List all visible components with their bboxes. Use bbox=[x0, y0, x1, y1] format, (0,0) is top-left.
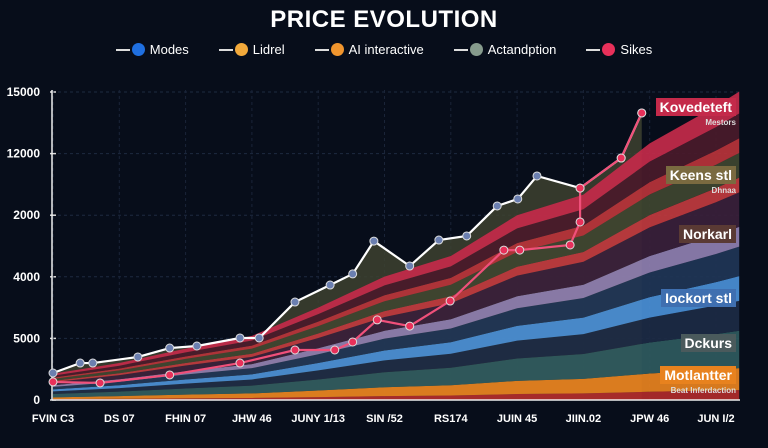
legend-marker bbox=[131, 43, 145, 56]
chart-title: PRICE EVOLUTION bbox=[270, 6, 498, 33]
x-tick-label: SIN /52 bbox=[366, 413, 403, 425]
legend-item: Lidrel bbox=[218, 42, 285, 57]
x-tick-label: JPW 46 bbox=[630, 413, 669, 425]
data-point bbox=[290, 297, 300, 307]
data-point bbox=[348, 269, 358, 279]
data-point bbox=[565, 240, 575, 250]
x-tick-label: RS174 bbox=[434, 413, 469, 425]
annotation-label: Motlantter bbox=[660, 366, 736, 384]
y-tick-label: 15000 bbox=[7, 85, 41, 99]
legend-label: Sikes bbox=[620, 42, 653, 57]
stack-area bbox=[53, 390, 740, 400]
x-tick-label: JUN I/2 bbox=[697, 413, 734, 425]
annotation: Keens stl Dhnaa bbox=[665, 166, 736, 195]
data-point bbox=[515, 245, 525, 255]
legend-item: Actandption bbox=[453, 42, 557, 57]
data-point bbox=[235, 333, 245, 343]
legend-item: Sikes bbox=[586, 42, 652, 57]
data-point bbox=[445, 296, 455, 306]
data-point bbox=[165, 370, 175, 380]
y-tick-label: 0 bbox=[33, 393, 40, 407]
data-point bbox=[532, 171, 542, 181]
x-tick-label: FHIN 07 bbox=[165, 413, 206, 425]
data-point bbox=[499, 245, 509, 255]
legend: Modes Lidrel AI interactive Actandption … bbox=[0, 42, 768, 57]
annotation: Norkarl bbox=[678, 225, 736, 244]
data-point bbox=[575, 183, 585, 193]
annotation: Dckurs bbox=[680, 334, 736, 353]
data-point bbox=[330, 345, 340, 355]
x-tick-label: DS 07 bbox=[104, 413, 135, 425]
data-point bbox=[575, 217, 585, 227]
data-point bbox=[165, 343, 175, 353]
legend-marker bbox=[469, 43, 483, 56]
data-point bbox=[133, 352, 143, 362]
legend-label: Actandption bbox=[487, 42, 557, 57]
legend-marker bbox=[330, 43, 344, 56]
legend-marker bbox=[602, 43, 616, 56]
x-tick-label: JIIN.02 bbox=[566, 413, 601, 425]
data-point bbox=[290, 345, 300, 355]
annotation-label: Norkarl bbox=[678, 225, 736, 243]
data-point bbox=[348, 337, 358, 347]
data-point bbox=[369, 236, 379, 246]
x-tick-label: JUIN 45 bbox=[497, 413, 537, 425]
stack-area bbox=[53, 300, 740, 395]
legend-label: AI interactive bbox=[348, 42, 424, 57]
annotation: Motlantter Beat Inferdaction bbox=[660, 366, 736, 395]
annotation-label: Iockort stl bbox=[661, 289, 736, 307]
data-point bbox=[405, 261, 415, 271]
legend-label: Modes bbox=[149, 42, 189, 57]
annotation: Iockort stl bbox=[661, 289, 736, 308]
stack-area bbox=[53, 368, 740, 400]
y-tick-label: 5000 bbox=[13, 331, 40, 345]
y-tick-label: 4000 bbox=[13, 270, 40, 284]
data-point bbox=[192, 341, 202, 351]
legend-label: Lidrel bbox=[252, 42, 285, 57]
x-tick-label: JHW 46 bbox=[232, 413, 272, 425]
annotation: Kovedeteft Mestors bbox=[655, 98, 736, 127]
data-point bbox=[75, 358, 85, 368]
legend-item: Modes bbox=[115, 42, 189, 57]
data-point bbox=[48, 377, 58, 387]
annotation-sublabel: Dhnaa bbox=[711, 186, 736, 195]
data-point bbox=[325, 280, 335, 290]
data-point bbox=[88, 358, 98, 368]
data-point bbox=[372, 315, 382, 325]
data-point bbox=[405, 321, 415, 331]
data-point bbox=[235, 358, 245, 368]
annotation-label: Keens stl bbox=[665, 166, 736, 184]
annotation-sublabel: Beat Inferdaction bbox=[670, 386, 736, 395]
y-tick-label: 2000 bbox=[13, 208, 40, 222]
data-point bbox=[95, 378, 105, 388]
data-point bbox=[637, 108, 647, 118]
annotation-sublabel: Mestors bbox=[705, 118, 736, 127]
annotation-label: Dckurs bbox=[680, 334, 736, 352]
legend-marker bbox=[234, 43, 248, 56]
annotation-label: Kovedeteft bbox=[655, 98, 736, 116]
data-point bbox=[462, 231, 472, 241]
data-point bbox=[513, 194, 523, 204]
data-point bbox=[254, 333, 264, 343]
data-point bbox=[434, 235, 444, 245]
x-tick-label: JUNY 1/13 bbox=[291, 413, 345, 425]
data-point bbox=[616, 153, 626, 163]
y-tick-label: 12000 bbox=[7, 147, 41, 161]
data-point bbox=[48, 368, 58, 378]
x-tick-label: FVIN C3 bbox=[32, 413, 74, 425]
legend-item: AI interactive bbox=[314, 42, 424, 57]
data-point bbox=[492, 201, 502, 211]
stack-area bbox=[53, 330, 740, 398]
